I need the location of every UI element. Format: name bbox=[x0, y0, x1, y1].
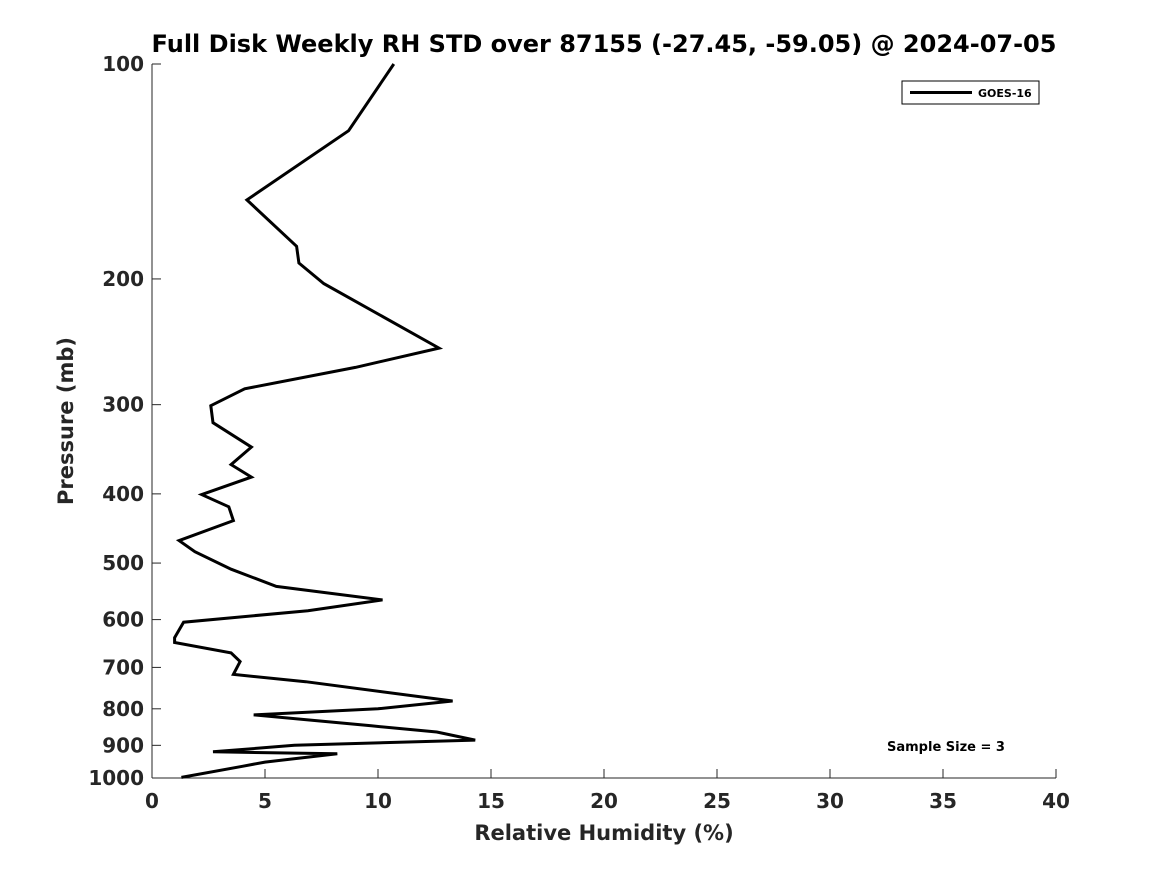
y-tick-label: 200 bbox=[102, 267, 144, 291]
y-tick-label: 600 bbox=[102, 608, 144, 632]
x-tick-label: 40 bbox=[1042, 789, 1070, 813]
y-tick-label: 1000 bbox=[88, 766, 144, 790]
x-tick-label: 5 bbox=[258, 789, 272, 813]
x-axis-label: Relative Humidity (%) bbox=[474, 821, 733, 845]
series-line-goes-16 bbox=[173, 63, 476, 779]
y-tick-label: 700 bbox=[102, 655, 144, 679]
y-axis-label: Pressure (mb) bbox=[54, 337, 78, 505]
x-tick-label: 10 bbox=[364, 789, 392, 813]
y-axis-ticks: 100 200 300 400 500 600 700 800 900 1000 bbox=[88, 52, 161, 790]
y-tick-label: 400 bbox=[102, 482, 144, 506]
x-axis-ticks: 0 5 10 15 20 25 30 35 40 bbox=[145, 769, 1070, 813]
y-tick-label: 800 bbox=[102, 697, 144, 721]
x-tick-label: 25 bbox=[703, 789, 731, 813]
x-tick-label: 15 bbox=[477, 789, 505, 813]
x-tick-label: 35 bbox=[929, 789, 957, 813]
legend: GOES-16 bbox=[901, 80, 1040, 105]
y-tick-label: 100 bbox=[102, 52, 144, 76]
x-tick-label: 0 bbox=[145, 789, 159, 813]
legend-label-goes-16: GOES-16 bbox=[978, 87, 1032, 100]
y-tick-label: 300 bbox=[102, 393, 144, 417]
y-tick-label: 900 bbox=[102, 733, 144, 757]
series-group bbox=[173, 63, 476, 779]
x-tick-label: 20 bbox=[590, 789, 618, 813]
x-tick-label: 30 bbox=[816, 789, 844, 813]
y-tick-label: 500 bbox=[102, 551, 144, 575]
sample-size-annotation: Sample Size = 3 bbox=[887, 740, 1005, 755]
chart-title: Full Disk Weekly RH STD over 87155 (-27.… bbox=[152, 30, 1057, 58]
